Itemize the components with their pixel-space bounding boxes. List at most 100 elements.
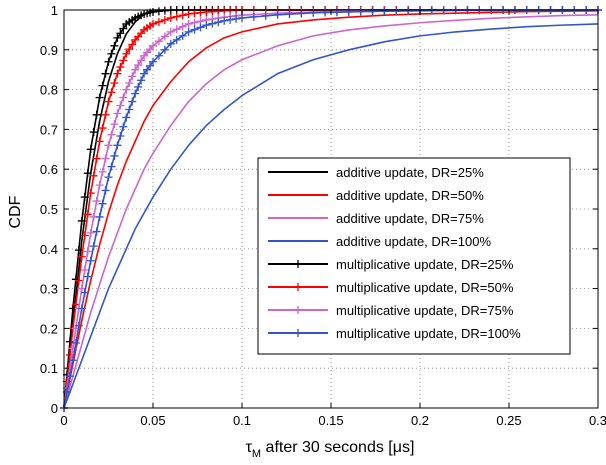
series-marker: [113, 109, 122, 118]
series-marker: [178, 11, 187, 20]
series-marker: [160, 15, 169, 24]
series-marker: [214, 18, 223, 27]
series-marker: [178, 22, 187, 31]
series-marker: [101, 69, 110, 78]
series-line: [63, 23, 599, 409]
series-marker: [113, 141, 122, 150]
series-marker: [134, 82, 143, 91]
series-marker: [65, 372, 74, 381]
y-tick-label: 0.5: [40, 202, 58, 217]
y-axis-label: CDF: [7, 195, 24, 228]
series-marker: [98, 124, 107, 133]
series-marker: [83, 210, 92, 219]
series-marker: [368, 7, 377, 16]
legend-marker: [294, 329, 302, 337]
series-marker: [166, 39, 175, 48]
series-marker: [104, 57, 113, 66]
legend-label: additive update, DR=75%: [336, 211, 484, 226]
series-line: [63, 9, 599, 409]
series-marker: [154, 17, 163, 26]
series-marker: [92, 227, 101, 236]
series-marker: [86, 189, 95, 198]
series-marker: [92, 110, 101, 119]
series-marker: [119, 93, 128, 102]
series-marker: [190, 25, 199, 34]
x-tick-label: 0.25: [496, 413, 521, 428]
legend-item: additive update, DR=100%: [268, 234, 491, 249]
series-marker: [104, 173, 113, 182]
series-marker: [86, 256, 95, 265]
series-marker: [107, 88, 116, 97]
y-tick-label: 0.9: [40, 43, 58, 58]
legend-marker: [294, 260, 302, 268]
series-marker: [83, 272, 92, 281]
series-marker: [125, 78, 134, 87]
series-marker: [83, 169, 92, 178]
series-marker: [128, 72, 137, 81]
x-tick-label: 0.2: [411, 413, 429, 428]
series-marker: [110, 151, 119, 160]
series-marker: [125, 45, 134, 54]
series-marker: [149, 57, 157, 66]
series-marker: [110, 78, 119, 87]
series-marker: [119, 122, 128, 131]
y-tick-label: 0.2: [40, 321, 58, 336]
legend-label: additive update, DR=50%: [336, 188, 484, 203]
series-4: [63, 23, 599, 409]
series-marker: [77, 304, 86, 313]
legend-item: additive update, DR=25%: [268, 165, 484, 180]
series-marker: [119, 24, 128, 33]
series-marker: [196, 23, 205, 32]
legend-label: multiplicative update, DR=75%: [336, 303, 514, 318]
legend-box: [257, 157, 571, 355]
series-line: [63, 13, 599, 409]
legend-marker: [294, 306, 302, 314]
series-marker: [104, 141, 113, 150]
ticks: 0 0.05 0.1 0.15 0.2 0.25 0.3 0 0.1 0.2 0.3 0.4 0.5 0.…: [40, 3, 606, 428]
series-marker: [137, 76, 146, 85]
y-tick-label: 0.1: [40, 361, 58, 376]
series-marker: [122, 113, 131, 122]
series-marker: [116, 101, 125, 110]
series-marker: [74, 246, 83, 255]
series-marker: [80, 231, 89, 240]
series-marker: [80, 193, 89, 202]
series-marker: [101, 110, 110, 119]
series-marker: [98, 167, 107, 176]
series-marker: [89, 242, 98, 251]
series-marker: [77, 216, 86, 225]
series-marker: [249, 12, 258, 21]
legend-label: multiplicative update, DR=50%: [336, 280, 514, 295]
y-tick-label: 0.7: [40, 122, 58, 137]
series-marker: [356, 7, 365, 16]
series-marker: [89, 171, 98, 180]
series-marker: [68, 356, 77, 365]
series-marker: [439, 6, 448, 15]
y-tick-label: 0: [51, 401, 58, 416]
series-marker: [71, 338, 80, 347]
series-marker: [184, 27, 193, 36]
series-marker: [113, 69, 122, 78]
series-marker: [122, 85, 131, 94]
series-marker: [297, 9, 306, 18]
series-marker: [74, 321, 83, 330]
series-marker: [128, 97, 137, 106]
series-marker: [86, 145, 95, 154]
y-tick-label: 0.3: [40, 282, 58, 297]
series-marker: [95, 137, 104, 146]
series-marker: [154, 7, 163, 16]
series-marker: [107, 49, 116, 58]
series-marker: [404, 6, 413, 15]
x-axis-label: τM after 30 seconds [μs]: [246, 439, 415, 460]
legend-marker: [294, 283, 302, 291]
series-marker: [77, 252, 86, 261]
series-marker: [101, 154, 110, 163]
series-marker: [125, 105, 134, 114]
series-marker: [98, 199, 107, 208]
series-marker: [131, 89, 140, 98]
series-marker: [80, 288, 89, 297]
series-marker: [184, 19, 193, 28]
series-marker: [166, 13, 175, 22]
series-marker: [128, 40, 137, 49]
series-marker: [107, 130, 116, 139]
